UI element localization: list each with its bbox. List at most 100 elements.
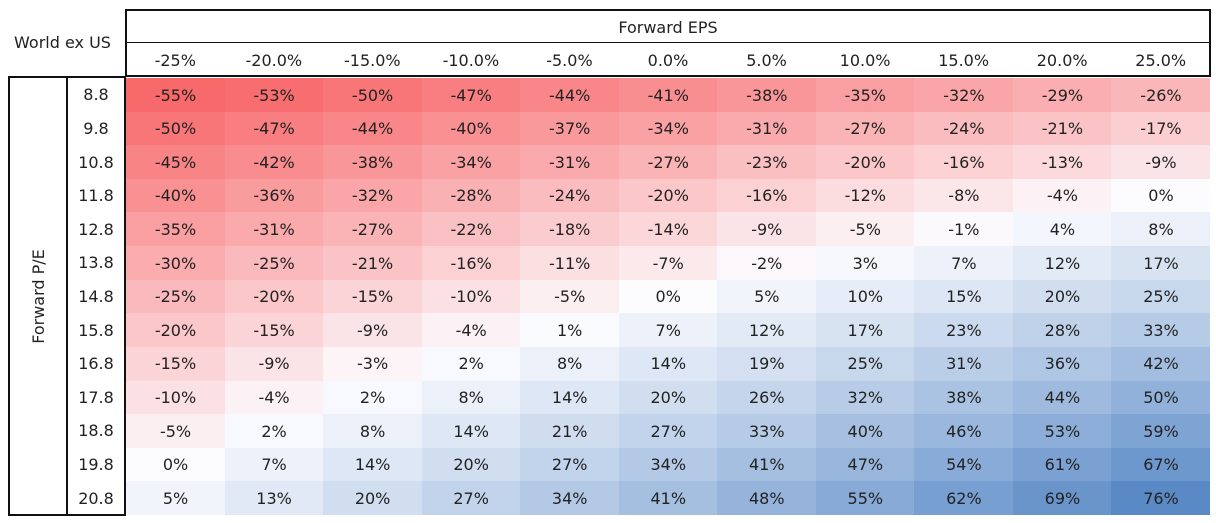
column-header: Forward EPS [618, 17, 718, 37]
column-label: 10.0% [839, 50, 891, 70]
cell: -8% [914, 178, 1014, 213]
cell: 2% [224, 414, 324, 449]
row-label: 11.8 [78, 186, 114, 206]
cell: -26% [1111, 78, 1211, 113]
row-label: 15.8 [78, 320, 114, 340]
cell: 0% [126, 447, 226, 482]
cell: -27% [618, 145, 718, 180]
cell: -21% [1012, 111, 1112, 146]
cell: 2% [421, 346, 521, 382]
row-label: 9.8 [83, 118, 109, 138]
row-label: 13.8 [78, 253, 114, 273]
cell: 27% [618, 414, 718, 449]
cell: -20% [618, 178, 718, 213]
cell: -36% [224, 178, 324, 213]
cell: -47% [421, 78, 521, 113]
cell: -20% [815, 145, 915, 180]
cell: -50% [323, 78, 423, 113]
row-label-frame [66, 76, 126, 516]
cell: 7% [618, 313, 718, 348]
cell: -28% [421, 178, 521, 213]
cell: -18% [520, 212, 620, 247]
column-label: 20.0% [1036, 50, 1088, 70]
row-label: 18.8 [78, 421, 114, 441]
cell: 19% [717, 346, 817, 382]
cell: -24% [914, 111, 1014, 146]
cell: 20% [323, 481, 423, 516]
cell: -4% [1012, 178, 1112, 213]
cell: -17% [1111, 111, 1211, 146]
cell: 8% [520, 346, 620, 382]
cell: 61% [1012, 447, 1112, 482]
column-label: 15.0% [938, 50, 990, 70]
cell: 20% [421, 447, 521, 482]
cell: 36% [1012, 346, 1112, 382]
cell: 5% [126, 481, 226, 516]
cell: -15% [224, 313, 324, 348]
cell: 47% [815, 447, 915, 482]
header-divider [125, 42, 1211, 44]
cell: 28% [1012, 313, 1112, 348]
cell: -10% [421, 279, 521, 314]
cell: -16% [421, 246, 521, 281]
cell: -15% [323, 279, 423, 314]
cell: -30% [126, 246, 226, 281]
cell: -5% [520, 279, 620, 314]
cell: -40% [421, 111, 521, 146]
cell: 50% [1111, 380, 1211, 415]
cell: -24% [520, 178, 620, 213]
cell: -38% [717, 78, 817, 113]
cell: 27% [520, 447, 620, 482]
cell: 69% [1012, 481, 1112, 516]
row-label: 20.8 [78, 488, 114, 508]
cell: 62% [914, 481, 1014, 516]
column-label: -15.0% [344, 50, 401, 70]
cell: 38% [914, 380, 1014, 415]
cell: 8% [421, 380, 521, 415]
cell: -50% [126, 111, 226, 146]
cell: -5% [815, 212, 915, 247]
cell: -1% [914, 212, 1014, 247]
cell: -55% [126, 78, 226, 113]
column-label: -20.0% [245, 50, 303, 70]
cell: 10% [815, 279, 915, 314]
row-label: 19.8 [78, 455, 114, 475]
cell: -16% [914, 145, 1014, 180]
cell: 0% [618, 279, 718, 314]
cell: 44% [1012, 380, 1112, 415]
cell: 23% [914, 313, 1014, 348]
cell: -9% [1111, 145, 1211, 180]
cell: 40% [815, 414, 915, 449]
cell: 59% [1111, 414, 1211, 449]
cell: 8% [323, 414, 423, 449]
cell: 32% [815, 380, 915, 415]
cell: -20% [126, 313, 226, 348]
cell: 7% [914, 246, 1014, 281]
cell: 25% [1111, 279, 1211, 314]
cell: -45% [126, 145, 226, 180]
cell: 33% [717, 414, 817, 449]
cell: -53% [224, 78, 324, 113]
cell: 17% [815, 313, 915, 348]
row-label: 16.8 [78, 354, 114, 374]
cell: 55% [815, 481, 915, 516]
cell: -21% [323, 246, 423, 281]
cell: 34% [618, 447, 718, 482]
cell: 76% [1111, 481, 1211, 516]
cell: 26% [717, 380, 817, 415]
cell: 54% [914, 447, 1014, 482]
row-label: 12.8 [78, 219, 114, 239]
cell: 53% [1012, 414, 1112, 449]
cell: 48% [717, 481, 817, 516]
cell: -32% [323, 178, 423, 213]
cell: 20% [1012, 279, 1112, 314]
column-label: 0.0% [647, 50, 689, 70]
cell: 67% [1111, 447, 1211, 482]
cell: -10% [126, 380, 226, 415]
cell: -31% [520, 145, 620, 180]
cell: -31% [717, 111, 817, 146]
cell: 1% [520, 313, 620, 348]
cell: 21% [520, 414, 620, 449]
cell: -3% [323, 346, 423, 382]
corner-label: World ex US [14, 33, 111, 52]
